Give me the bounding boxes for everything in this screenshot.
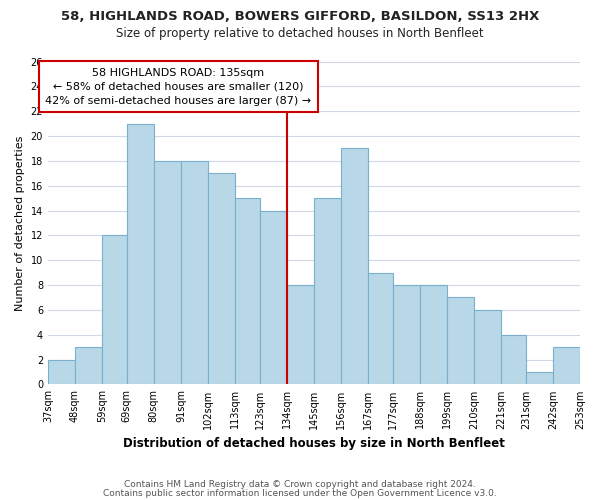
Bar [420,285,447,384]
Text: Contains public sector information licensed under the Open Government Licence v3: Contains public sector information licen… [103,488,497,498]
Bar [393,285,420,384]
Bar [208,174,235,384]
Text: Size of property relative to detached houses in North Benfleet: Size of property relative to detached ho… [116,28,484,40]
Y-axis label: Number of detached properties: Number of detached properties [15,136,25,310]
X-axis label: Distribution of detached houses by size in North Benfleet: Distribution of detached houses by size … [123,437,505,450]
Bar [501,334,526,384]
Bar [48,360,75,384]
Text: 58, HIGHLANDS ROAD, BOWERS GIFFORD, BASILDON, SS13 2HX: 58, HIGHLANDS ROAD, BOWERS GIFFORD, BASI… [61,10,539,23]
Bar [154,161,181,384]
Bar [368,272,393,384]
Text: Contains HM Land Registry data © Crown copyright and database right 2024.: Contains HM Land Registry data © Crown c… [124,480,476,489]
Bar [260,210,287,384]
Bar [474,310,501,384]
Text: 58 HIGHLANDS ROAD: 135sqm
← 58% of detached houses are smaller (120)
42% of semi: 58 HIGHLANDS ROAD: 135sqm ← 58% of detac… [46,68,311,106]
Bar [553,347,580,385]
Bar [235,198,260,384]
Bar [314,198,341,384]
Bar [287,285,314,384]
Bar [127,124,154,384]
Bar [181,161,208,384]
Bar [526,372,553,384]
Bar [341,148,368,384]
Bar [447,298,474,384]
Bar [75,347,102,385]
Bar [102,236,127,384]
